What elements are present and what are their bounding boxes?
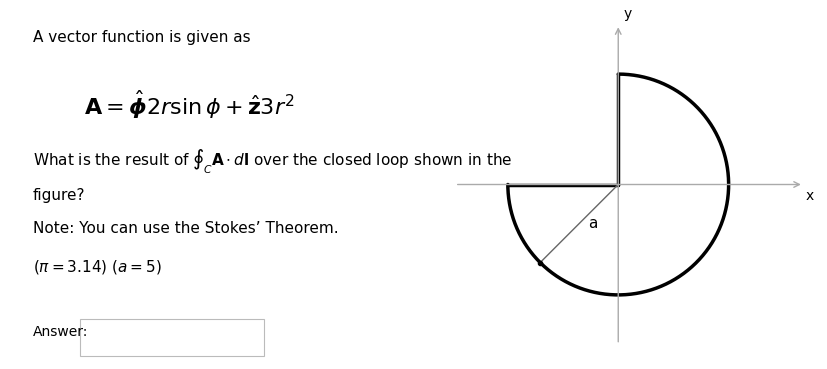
Text: What is the result of $\oint_C \mathbf{A} \cdot d\mathbf{l}$ over the closed loo: What is the result of $\oint_C \mathbf{A… (33, 148, 512, 176)
Text: y: y (623, 7, 631, 21)
Text: $\mathbf{A} = \hat{\boldsymbol{\phi}}2r\sin\phi + \hat{\mathbf{z}}3r^2$: $\mathbf{A} = \hat{\boldsymbol{\phi}}2r\… (84, 89, 294, 121)
Text: $(\pi = 3.14)$ $(a = 5)$: $(\pi = 3.14)$ $(a = 5)$ (33, 258, 162, 276)
Text: A vector function is given as: A vector function is given as (33, 30, 251, 45)
Text: Answer:: Answer: (33, 325, 88, 339)
Text: figure?: figure? (33, 188, 85, 203)
Text: x: x (805, 189, 813, 203)
Text: Note: You can use the Stokes’ Theorem.: Note: You can use the Stokes’ Theorem. (33, 221, 338, 237)
Text: a: a (588, 215, 597, 231)
FancyBboxPatch shape (80, 319, 264, 356)
